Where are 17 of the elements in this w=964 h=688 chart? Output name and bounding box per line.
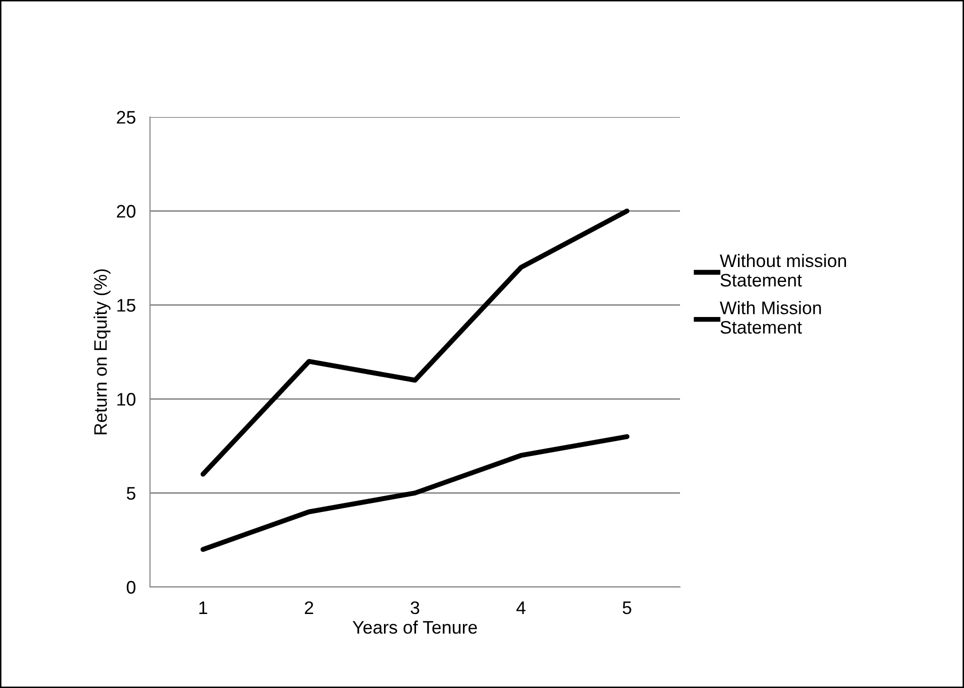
x-tick-label: 3 [410,601,420,614]
x-tick-label: 4 [516,602,526,614]
line-series [200,434,630,552]
x-tick-label: 1 [199,602,208,614]
y-tick-label: 0 [126,580,136,594]
y-tick-label: 5 [126,487,136,500]
line-series [200,208,630,477]
legend-label: With Mission Statement [720,301,821,334]
y-tick-label: 20 [116,204,136,218]
y-tick-label: 25 [116,110,136,124]
legend-label: Without mission Statement [720,254,846,287]
x-tick-label: 5 [622,602,632,614]
y-tick-label: 10 [117,392,136,406]
x-axis-title: Years of Tenure [352,620,477,634]
x-tick-label: 2 [304,601,314,614]
y-axis-title: Return on Equity (%) [94,269,110,434]
y-tick-label: 15 [117,299,136,312]
